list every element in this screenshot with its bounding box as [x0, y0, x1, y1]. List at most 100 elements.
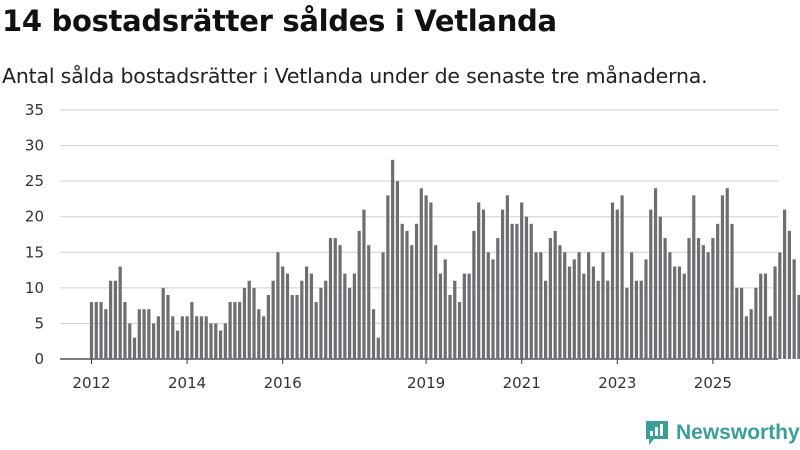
bar	[252, 287, 256, 359]
bar	[462, 273, 466, 359]
bars	[89, 159, 800, 359]
bar	[218, 330, 223, 359]
y-tick-label: 25	[25, 172, 44, 190]
bar	[711, 238, 715, 359]
bar	[539, 252, 543, 359]
bar	[701, 245, 705, 359]
bar	[290, 294, 294, 359]
chart-subtitle: Antal sålda bostadsrätter i Vetlanda und…	[2, 64, 708, 88]
bar	[577, 252, 581, 359]
bar	[405, 230, 409, 359]
bar	[448, 294, 452, 359]
bar	[137, 309, 141, 359]
bar	[276, 252, 280, 359]
bar	[209, 323, 213, 359]
bar	[171, 316, 175, 359]
bar	[644, 259, 648, 359]
bar	[496, 238, 500, 359]
bar	[610, 202, 615, 359]
bar	[309, 273, 313, 359]
bar	[529, 223, 533, 359]
bar	[161, 287, 165, 359]
bar	[94, 302, 98, 359]
bar	[438, 273, 443, 359]
bar	[152, 323, 156, 359]
bar	[180, 316, 184, 359]
bar	[257, 309, 261, 359]
bar	[132, 337, 137, 359]
bar	[376, 337, 380, 359]
bar	[113, 280, 117, 359]
bar	[778, 252, 782, 359]
bar	[477, 202, 481, 359]
bar	[261, 316, 266, 359]
y-tick-label: 5	[34, 314, 44, 332]
bar	[706, 252, 710, 359]
x-tick-label: 2019	[407, 374, 445, 392]
bar	[467, 273, 471, 359]
bar	[400, 223, 404, 359]
chart-title: 14 bostadsrätter såldes i Vetlanda	[2, 4, 557, 38]
bar	[395, 181, 400, 359]
bar	[223, 323, 227, 359]
bar	[314, 302, 318, 359]
bar	[319, 287, 323, 359]
bar	[505, 195, 509, 359]
bar	[414, 223, 419, 359]
y-tick-label: 35	[25, 101, 44, 119]
bar	[123, 302, 127, 359]
bar	[773, 266, 777, 359]
bar	[515, 223, 519, 359]
bar	[429, 202, 433, 359]
bar	[553, 230, 557, 359]
bar	[491, 259, 495, 359]
bar	[300, 280, 304, 359]
bar	[381, 252, 385, 359]
bar	[142, 309, 146, 359]
bar	[649, 209, 653, 359]
bar	[582, 273, 586, 359]
bar	[128, 323, 132, 359]
y-tick-label: 20	[25, 208, 44, 226]
bar	[242, 287, 247, 359]
bar	[534, 252, 538, 359]
bar	[787, 230, 791, 359]
bar	[663, 238, 667, 359]
bar	[271, 280, 275, 359]
bar	[735, 287, 739, 359]
bar	[634, 280, 639, 359]
x-tick-label: 2014	[168, 374, 206, 392]
bar	[653, 188, 658, 359]
bar	[601, 252, 605, 359]
newsworthy-logo: Newsworthy	[644, 419, 800, 447]
bar	[620, 195, 624, 359]
x-tick-label: 2012	[72, 374, 110, 392]
bar	[324, 280, 328, 359]
x-tick-label: 2016	[264, 374, 302, 392]
bar	[682, 273, 686, 359]
bar	[410, 245, 414, 359]
bar	[362, 209, 366, 359]
bar	[453, 280, 457, 359]
bar	[730, 223, 734, 359]
bar	[696, 238, 701, 359]
bar	[625, 287, 629, 359]
bar	[548, 238, 552, 359]
bar	[658, 216, 662, 359]
bar	[692, 195, 696, 359]
bar	[716, 223, 720, 359]
bar	[238, 302, 242, 359]
bar	[109, 280, 113, 359]
y-axis-ticks: 0 5 10 15 20 25 30 35	[25, 101, 44, 368]
bar	[89, 302, 94, 359]
bar	[739, 287, 744, 359]
bar	[544, 280, 548, 359]
bar	[615, 209, 619, 359]
bar	[606, 280, 610, 359]
bar	[295, 294, 299, 359]
x-tick-label: 2021	[503, 374, 541, 392]
bar	[591, 266, 595, 359]
bar	[352, 273, 356, 359]
bar	[104, 309, 108, 359]
bar	[228, 302, 232, 359]
